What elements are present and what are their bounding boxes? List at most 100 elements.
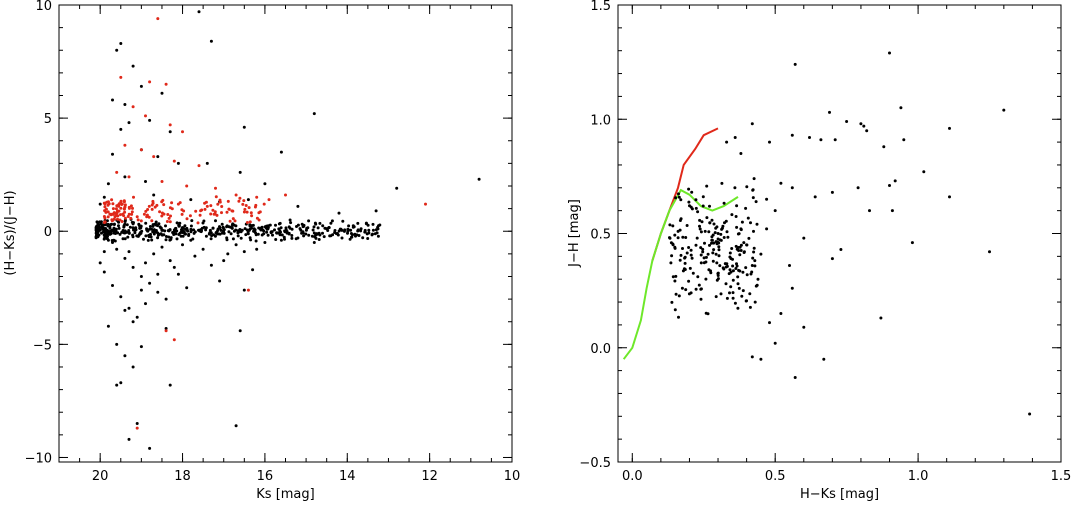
- data-point: [238, 329, 242, 333]
- data-point: [119, 206, 123, 210]
- data-point: [123, 210, 127, 214]
- data-point: [347, 224, 351, 228]
- data-point: [356, 228, 360, 232]
- data-point: [117, 203, 121, 207]
- data-point: [94, 227, 98, 231]
- data-point: [119, 381, 123, 385]
- data-point: [346, 227, 350, 231]
- data-point: [669, 261, 673, 265]
- data-point: [793, 62, 797, 66]
- y-tick-label: −5: [33, 338, 52, 353]
- data-point: [714, 295, 718, 299]
- data-point: [729, 270, 733, 274]
- data-point: [731, 278, 735, 282]
- data-point: [203, 207, 207, 211]
- data-point: [106, 222, 110, 226]
- data-point: [119, 199, 123, 203]
- data-point: [691, 271, 695, 275]
- data-point: [105, 228, 109, 232]
- data-point: [350, 235, 353, 239]
- data-point: [209, 212, 213, 216]
- data-point: [705, 184, 709, 188]
- data-point: [211, 208, 215, 212]
- data-point: [222, 259, 226, 263]
- data-point: [205, 161, 209, 165]
- data-point: [170, 207, 174, 211]
- data-point: [375, 231, 379, 235]
- data-point: [152, 155, 156, 159]
- data-point: [704, 311, 708, 315]
- data-point: [744, 266, 748, 270]
- data-point: [192, 231, 196, 235]
- data-point: [102, 195, 106, 199]
- data-point: [254, 233, 258, 237]
- data-point: [114, 227, 118, 231]
- data-point: [106, 200, 110, 204]
- data-point: [208, 228, 212, 232]
- data-point: [269, 231, 273, 235]
- data-point: [868, 209, 871, 213]
- data-point: [175, 237, 179, 241]
- data-point: [244, 204, 248, 207]
- x-tick-label: 0.5: [765, 469, 786, 484]
- data-point: [793, 376, 797, 379]
- data-point: [701, 250, 705, 254]
- data-point: [148, 446, 152, 450]
- data-point: [229, 232, 233, 236]
- data-point: [287, 232, 291, 236]
- data-point: [352, 225, 356, 229]
- data-point: [119, 127, 123, 131]
- data-point: [948, 126, 951, 130]
- data-point: [477, 177, 481, 181]
- data-point: [673, 308, 677, 312]
- data-point: [706, 252, 710, 256]
- data-point: [249, 211, 253, 215]
- data-point: [122, 199, 126, 203]
- data-point: [290, 234, 294, 237]
- data-point: [239, 230, 243, 234]
- data-point: [197, 164, 201, 168]
- data-point: [717, 245, 721, 249]
- data-point: [128, 225, 132, 229]
- data-point: [127, 229, 131, 232]
- data-point: [160, 180, 164, 183]
- data-point: [102, 270, 106, 274]
- x-tick-label: 14: [339, 469, 356, 484]
- data-point: [712, 222, 716, 226]
- data-point: [202, 219, 206, 223]
- data-point: [684, 288, 688, 292]
- data-point: [204, 200, 208, 204]
- data-point: [146, 229, 150, 233]
- data-point: [127, 250, 131, 254]
- data-point: [262, 202, 266, 206]
- data-point: [261, 228, 265, 232]
- y-tick-label: 0: [44, 225, 52, 240]
- data-point: [125, 223, 129, 227]
- data-point: [687, 187, 691, 191]
- data-point: [144, 180, 147, 183]
- data-point: [189, 198, 193, 202]
- data-point: [735, 262, 738, 266]
- data-point: [753, 259, 757, 263]
- data-point: [123, 175, 127, 179]
- data-point: [306, 226, 310, 230]
- data-point: [255, 247, 259, 251]
- data-point: [230, 226, 234, 230]
- data-point: [110, 228, 114, 232]
- data-point: [715, 261, 719, 265]
- data-point: [130, 210, 134, 214]
- data-point: [123, 216, 127, 220]
- data-point: [167, 216, 171, 220]
- data-point: [231, 217, 235, 221]
- data-point: [174, 227, 177, 230]
- data-point: [683, 268, 687, 271]
- data-point: [160, 233, 164, 237]
- data-point: [313, 235, 317, 239]
- data-point: [130, 212, 134, 216]
- data-point: [262, 232, 266, 236]
- data-point: [120, 202, 124, 206]
- data-point: [158, 210, 162, 214]
- data-point: [157, 222, 161, 226]
- data-point: [856, 186, 860, 190]
- data-point: [738, 269, 742, 273]
